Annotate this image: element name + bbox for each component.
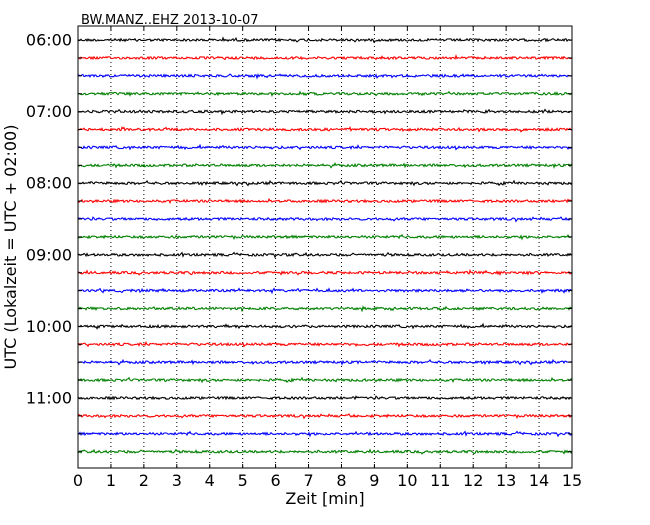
x-tick-label: 0: [73, 471, 83, 490]
trace-09:45: [77, 305, 573, 313]
x-tick-label: 1: [106, 471, 116, 490]
trace-11:15: [77, 413, 573, 420]
y-tick-label: 10:00: [26, 317, 72, 336]
trace-09:30: [77, 287, 573, 295]
x-axis-label: Zeit [min]: [285, 489, 364, 508]
x-tick-label: 6: [271, 471, 281, 490]
trace-08:00: [77, 179, 573, 187]
trace-07:45: [77, 161, 573, 169]
trace-11:00: [77, 395, 572, 401]
trace-10:15: [77, 341, 573, 348]
x-tick-label: 7: [303, 471, 313, 490]
plot-frame: [77, 25, 573, 469]
trace-06:15: [77, 54, 573, 61]
trace-07:00: [77, 108, 573, 116]
trace-06:00: [77, 36, 573, 44]
trace-10:45: [77, 376, 573, 384]
grid-lines: [110, 26, 540, 468]
trace-11:30: [77, 430, 573, 438]
x-tick-label: 5: [238, 471, 248, 490]
x-tick-label: 9: [369, 471, 379, 490]
x-tick-label: 3: [172, 471, 182, 490]
trace-08:30: [78, 216, 573, 223]
x-tick-label: 11: [430, 471, 450, 490]
trace-10:00: [77, 322, 573, 330]
y-tick-label: 11:00: [26, 389, 72, 408]
trace-10:30: [77, 358, 573, 366]
trace-11:45: [77, 448, 573, 455]
trace-09:00: [77, 251, 573, 259]
x-tick-label: 10: [397, 471, 417, 490]
chart-title: BW.MANZ..EHZ 2013-10-07: [81, 13, 259, 28]
y-axis-label: UTC (Lokalzeit = UTC + 02:00): [1, 125, 20, 370]
x-tick-label: 15: [562, 471, 582, 490]
x-tick-label: 12: [463, 471, 483, 490]
trace-08:45: [77, 233, 573, 241]
trace-06:30: [77, 73, 573, 80]
seismic-traces: [77, 36, 573, 455]
trace-06:45: [77, 90, 573, 98]
trace-09:15: [77, 268, 573, 277]
x-tick-label: 4: [205, 471, 215, 490]
y-tick-label: 08:00: [26, 174, 72, 193]
x-tick-label: 8: [336, 471, 346, 490]
trace-07:15: [77, 126, 573, 133]
y-tick-label: 07:00: [26, 102, 72, 121]
x-tick-label: 2: [139, 471, 149, 490]
x-tick-label: 13: [496, 471, 516, 490]
trace-08:15: [77, 197, 573, 205]
axis-ticks: 0 1 2 3 4 5 6 7 8 9 10 11 12 13 14 1506:0007:0008:0009:…: [26, 26, 582, 490]
trace-07:30: [77, 143, 573, 151]
y-tick-label: 06:00: [26, 31, 72, 50]
y-tick-label: 09:00: [26, 245, 72, 264]
x-tick-label: 14: [529, 471, 549, 490]
